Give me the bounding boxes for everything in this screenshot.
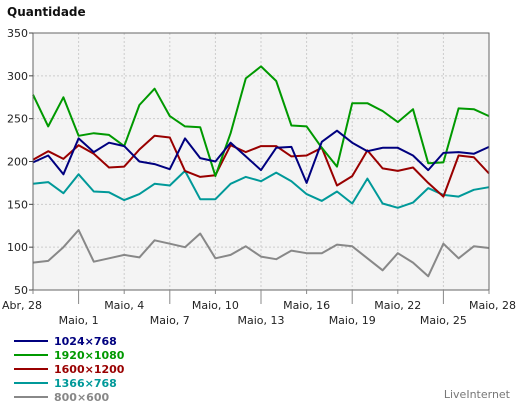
x-tick-label: Maio, 13: [237, 314, 284, 327]
y-tick-label: 350: [7, 27, 28, 40]
x-tick-label: Maio, 1: [59, 314, 99, 327]
legend-label: 1024×768: [54, 335, 117, 348]
legend-label: 1920×1080: [54, 349, 125, 362]
series-line-3: [32, 134, 490, 198]
x-tick-label: Maio, 7: [150, 314, 190, 327]
series-line-2: [32, 65, 490, 178]
y-tick-label: 150: [7, 198, 28, 211]
x-tick-label: Maio, 10: [192, 299, 239, 312]
legend-label: 1366×768: [54, 377, 117, 390]
x-tick-label: Maio, 16: [283, 299, 330, 312]
chart-title: Quantidade: [7, 5, 86, 19]
y-tick-label: 250: [7, 113, 28, 126]
y-tick-label: 100: [7, 241, 28, 254]
x-tick-label: Maio, 22: [374, 299, 421, 312]
x-tick-label: Maio, 28: [469, 299, 516, 312]
x-tick-label: Maio, 19: [329, 314, 376, 327]
x-tick-label: Maio, 4: [104, 299, 144, 312]
series-line-4: [32, 169, 490, 209]
grid: [33, 33, 489, 290]
y-tick-label: 50: [14, 284, 28, 297]
legend: 1024×7681920×10801600×12001366×768800×60…: [14, 335, 125, 404]
legend-label: 1600×1200: [54, 363, 125, 376]
series-lines: [32, 65, 490, 278]
legend-label: 800×600: [54, 391, 109, 404]
y-tick-label: 300: [7, 70, 28, 83]
credit-label: LiveInternet: [444, 388, 511, 401]
series-line-5: [32, 229, 490, 278]
series-line-1: [32, 129, 490, 184]
y-tick-label: 200: [7, 156, 28, 169]
y-axis: 50 100 150 200 250 300 350: [7, 27, 33, 297]
x-tick-label: Maio, 25: [420, 314, 467, 327]
x-tick-label: Abr, 28: [2, 299, 42, 312]
